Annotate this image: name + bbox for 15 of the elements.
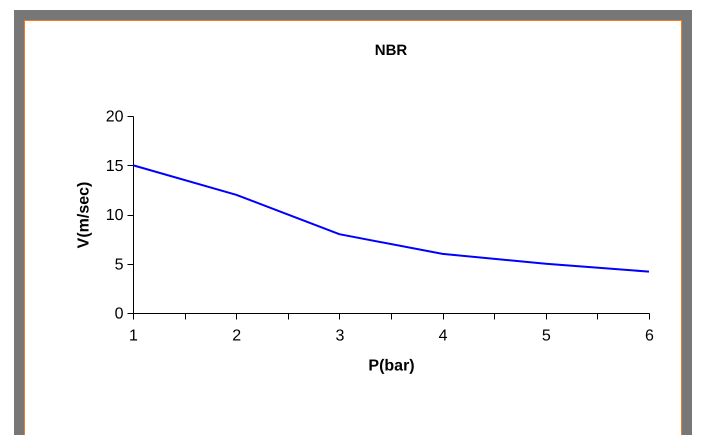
line-series — [132, 164, 650, 273]
x-tick-label: 5 — [542, 328, 551, 344]
x-tick-label: 3 — [335, 328, 344, 344]
x-tick-label: 2 — [232, 328, 242, 344]
y-tick-label: 5 — [114, 256, 124, 274]
y-axis-title: V(m/sec) — [76, 182, 93, 248]
x-tick-label: 6 — [645, 328, 654, 344]
y-tick-label: 20 — [106, 108, 124, 126]
y-tick-label: 15 — [106, 158, 124, 175]
x-tick-label: 4 — [438, 328, 448, 344]
chart-title: NBR — [374, 42, 408, 59]
x-tick-label: 1 — [129, 328, 138, 344]
y-tick-label: 0 — [114, 306, 124, 322]
x-axis-title: P(bar) — [368, 358, 415, 374]
y-tick-label: 10 — [106, 207, 124, 224]
